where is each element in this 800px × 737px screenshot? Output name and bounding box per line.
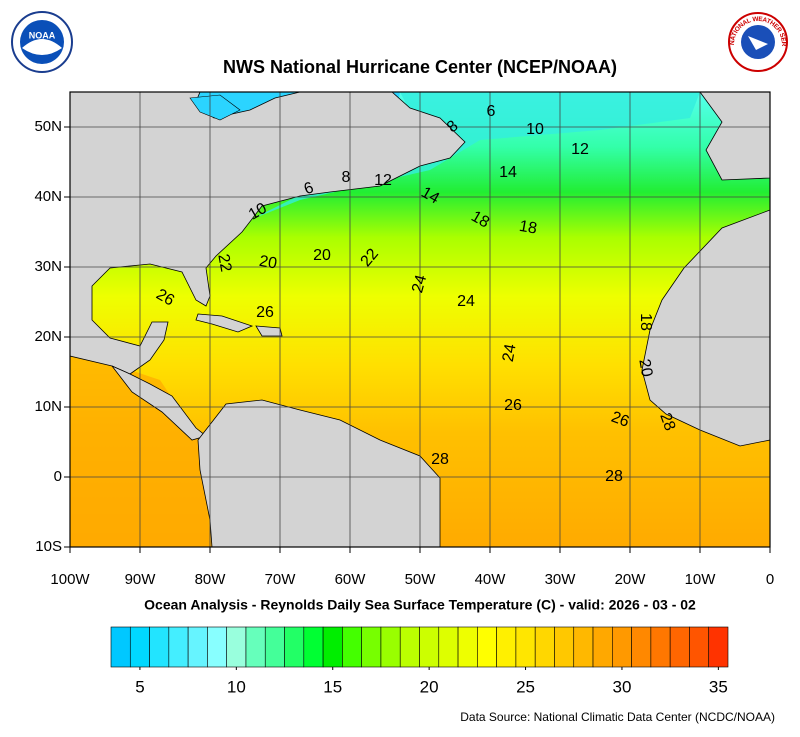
- noaa-logo: NOAA: [11, 11, 73, 73]
- colorbar-swatch: [496, 626, 517, 668]
- colorbar-swatch: [361, 626, 382, 668]
- x-tick-label: 80W: [195, 571, 227, 588]
- y-tick-label: 30N: [34, 258, 62, 275]
- contour-label: 20: [635, 358, 655, 379]
- colorbar-swatch: [419, 626, 440, 668]
- cool-water: [250, 92, 700, 220]
- hudson-bay: [189, 94, 241, 121]
- y-tick-label: 0: [54, 468, 62, 485]
- contour-label: 6: [487, 103, 496, 120]
- contour-label: 18: [637, 313, 654, 331]
- contour-label: 12: [571, 141, 589, 158]
- colorbar-swatch: [650, 626, 671, 668]
- contour-label: 14: [499, 164, 517, 181]
- nws-text: NATIONAL WEATHER SERVICE: [0, 0, 787, 47]
- colorbar-swatch: [554, 626, 575, 668]
- y-tick-label: 40N: [34, 188, 62, 205]
- contour-label: 20: [258, 253, 279, 273]
- y-tick-label: 10N: [34, 398, 62, 415]
- colorbar-label: 10: [227, 677, 246, 696]
- map-frame: [69, 91, 771, 548]
- colorbar-swatch: [689, 626, 710, 668]
- contour-label: 14: [418, 184, 442, 208]
- colorbar-label: 35: [709, 677, 728, 696]
- title: NWS National Hurricane Center (NCEP/NOAA…: [223, 57, 617, 77]
- y-tick-label: 20N: [34, 328, 62, 345]
- y-tick-label: 50N: [34, 118, 62, 135]
- contour-label: 26: [153, 286, 177, 310]
- contour-label: 24: [457, 293, 475, 310]
- colorbar-swatch: [399, 626, 420, 668]
- colorbar-swatch: [149, 626, 170, 668]
- colorbar-swatch: [438, 626, 459, 668]
- colorbar-label: 25: [516, 677, 535, 696]
- colorbar-swatch: [534, 626, 555, 668]
- contour-label: 28: [431, 451, 449, 468]
- contour-label: 18: [518, 218, 539, 238]
- colorbar-label: 5: [135, 677, 144, 696]
- colorbar-swatch: [631, 626, 652, 668]
- africa: [641, 209, 771, 447]
- x-tick-label: 50W: [405, 571, 437, 588]
- colorbar-swatch: [110, 626, 131, 668]
- contour-label: 20: [313, 247, 331, 264]
- contour-label: 28: [656, 411, 678, 434]
- colorbar-swatch: [322, 626, 343, 668]
- colorbar-swatch: [187, 626, 208, 668]
- noaa-text: NOAA: [29, 30, 56, 40]
- x-tick-label: 30W: [545, 571, 577, 588]
- contour-label: 22: [214, 253, 234, 274]
- colorbar-label: 30: [612, 677, 631, 696]
- x-tick-label: 40W: [475, 571, 507, 588]
- colorbar-swatch: [669, 626, 690, 668]
- colorbar-swatch: [284, 626, 305, 668]
- contour-label: 10: [246, 200, 270, 224]
- colorbar-swatch: [226, 626, 247, 668]
- nws-ring-text: NATIONAL WEATHER SERVICE: [0, 0, 787, 47]
- contour-label: 26: [504, 397, 522, 414]
- colorbar-swatch: [264, 626, 285, 668]
- x-tick-label: 90W: [125, 571, 157, 588]
- colorbar-swatch: [245, 626, 266, 668]
- contour-label: 24: [409, 273, 430, 295]
- x-tick-label: 100W: [50, 571, 90, 588]
- subtitle: Ocean Analysis - Reynolds Daily Sea Surf…: [144, 597, 696, 613]
- source: Data Source: National Climatic Data Cent…: [460, 710, 775, 724]
- colorbar-swatch: [515, 626, 536, 668]
- colorbar-swatch: [708, 626, 729, 668]
- contour-label: 8: [342, 169, 351, 186]
- colorbar-swatch: [168, 626, 189, 668]
- colorbar-swatch: [342, 626, 362, 668]
- colorbar-swatch: [477, 626, 497, 668]
- x-tick-label: 10W: [685, 571, 717, 588]
- contour-label: 26: [256, 304, 274, 321]
- colorbar-swatch: [380, 626, 401, 668]
- x-tick-label: 20W: [615, 571, 647, 588]
- contour-label: 26: [609, 409, 632, 431]
- colorbar-swatch: [207, 626, 227, 668]
- x-tick-label: 60W: [335, 571, 367, 588]
- contour-label: 28: [605, 468, 623, 485]
- colorbar-swatch: [592, 626, 613, 668]
- x-tick-label: 70W: [265, 571, 297, 588]
- contour-label: 24: [500, 343, 520, 364]
- x-tick-label: 0: [766, 571, 774, 588]
- colorbar-label: 15: [323, 677, 342, 696]
- colorbar-label: 20: [420, 677, 439, 696]
- colorbar-swatch: [303, 626, 324, 668]
- y-tick-label: 10S: [35, 538, 62, 555]
- colorbar-swatch: [573, 626, 594, 668]
- colorbar-swatch: [129, 626, 150, 668]
- colorbar-swatch: [457, 626, 478, 668]
- contour-label: 10: [526, 121, 544, 138]
- contour-label: 18: [468, 208, 492, 232]
- contour-label: 12: [374, 172, 392, 189]
- colorbar-swatch: [612, 626, 632, 668]
- hispaniola: [255, 325, 283, 337]
